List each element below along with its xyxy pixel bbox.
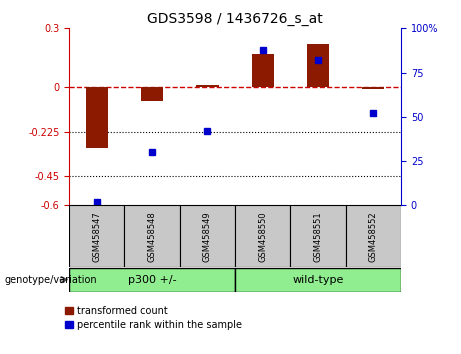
Text: GSM458551: GSM458551 [313,211,323,262]
Text: GSM458547: GSM458547 [92,211,101,262]
Bar [362,87,384,89]
Title: GDS3598 / 1436726_s_at: GDS3598 / 1436726_s_at [147,12,323,26]
Bar [235,268,401,292]
Bar [86,87,108,148]
Bar [141,87,163,101]
Text: wild-type: wild-type [292,275,344,285]
Text: GSM458549: GSM458549 [203,211,212,262]
Bar [290,205,346,267]
Bar [124,205,180,267]
Bar [69,268,235,292]
Text: GSM458552: GSM458552 [369,211,378,262]
Bar [180,205,235,267]
Bar [235,205,290,267]
Bar [196,85,219,87]
Bar [69,205,124,267]
Text: GSM458548: GSM458548 [148,211,157,262]
Legend: transformed count, percentile rank within the sample: transformed count, percentile rank withi… [65,306,242,330]
Bar [346,205,401,267]
Text: GSM458550: GSM458550 [258,211,267,262]
Bar [252,54,274,87]
Text: genotype/variation: genotype/variation [5,275,97,285]
Text: p300 +/-: p300 +/- [128,275,177,285]
Bar [307,44,329,87]
